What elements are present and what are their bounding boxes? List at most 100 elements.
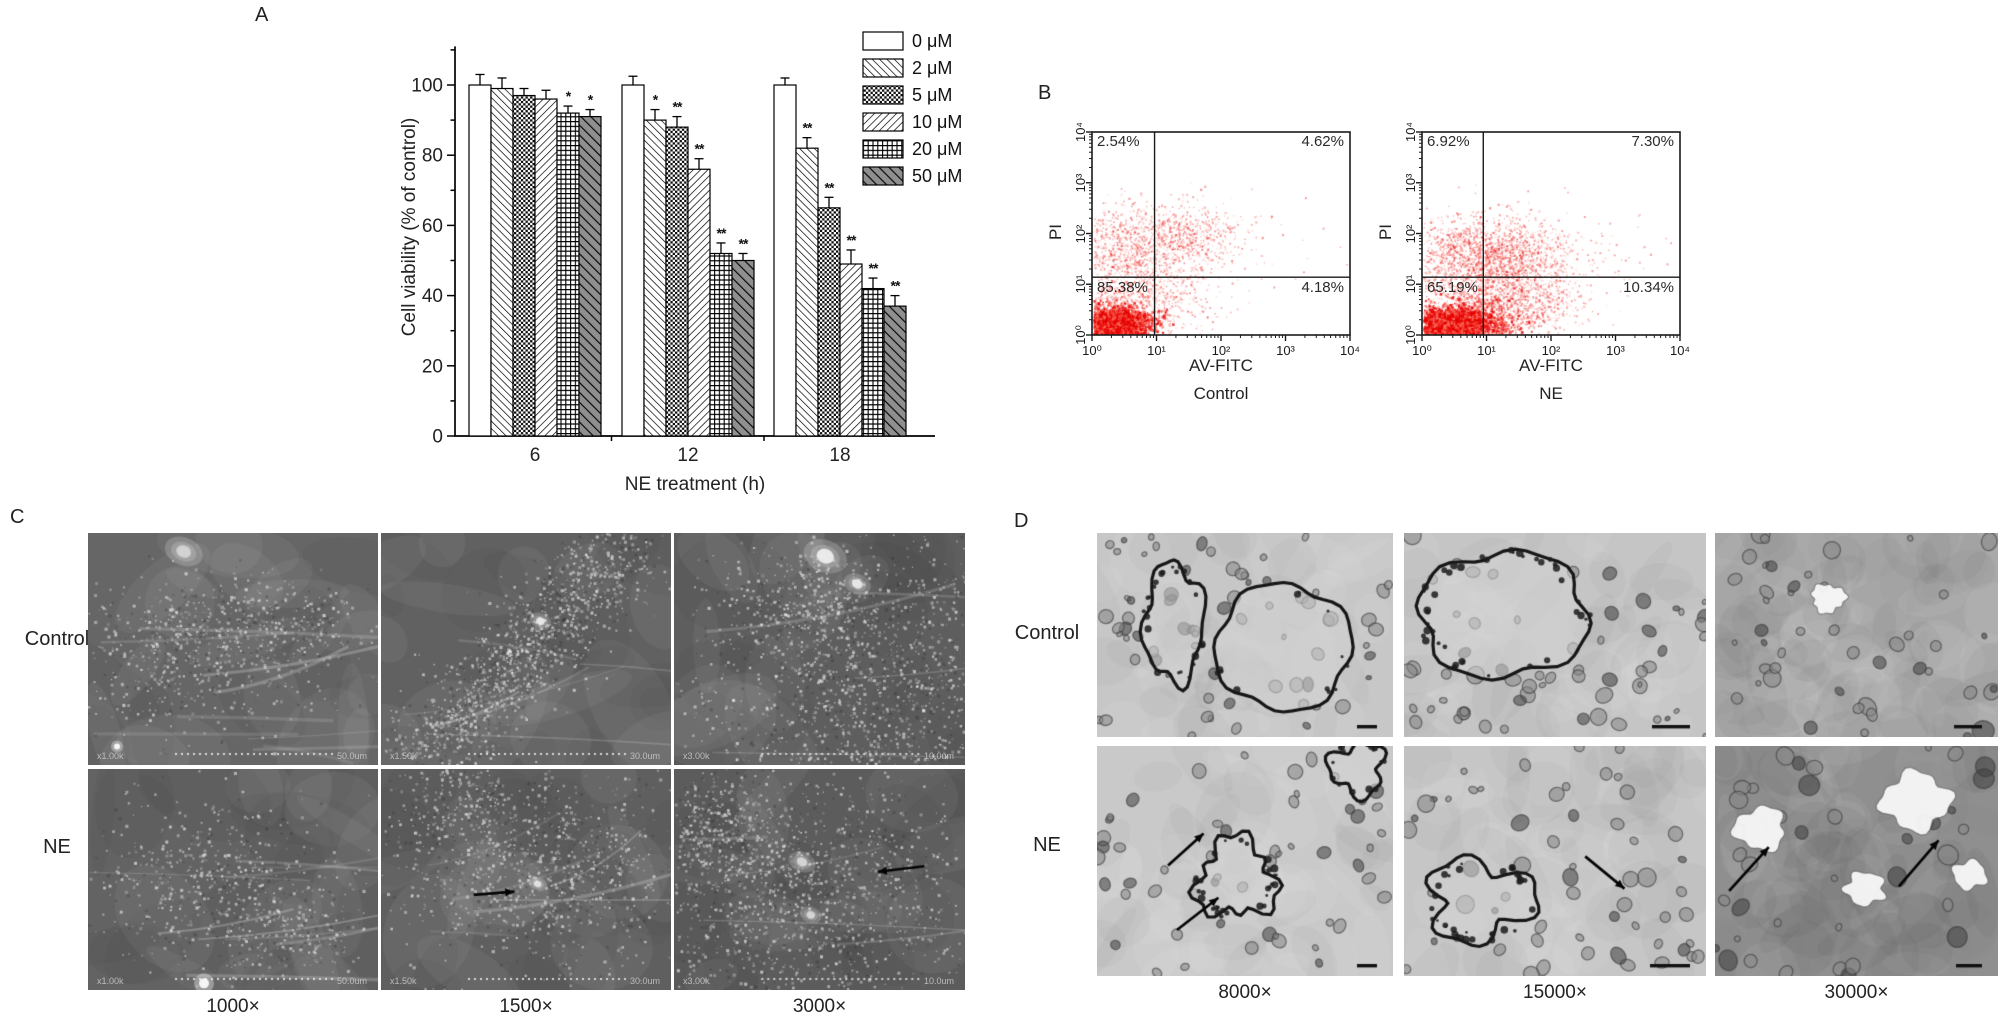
legend-label: 5 μM <box>912 85 952 105</box>
flow-x-axis-label: AV-FITC <box>1189 356 1253 375</box>
significance-mark: ** <box>891 278 901 294</box>
sem-overlay-scale: 50.0um <box>336 976 367 986</box>
significance-mark: ** <box>847 232 857 248</box>
flow-x-tick-label: 10⁴ <box>1669 343 1691 358</box>
x-tick-label: 18 <box>829 445 850 466</box>
bar-0μM-18h <box>773 84 797 437</box>
chart-y-axis-label: Cell viability (% of control) <box>399 117 420 337</box>
legend-label: 2 μM <box>912 58 952 78</box>
y-tick-label: 100 <box>411 76 443 97</box>
legend-label: 0 μM <box>912 31 952 51</box>
bar-5μM-12h <box>665 126 689 437</box>
tem-control-30000x-canvas <box>1715 533 1998 737</box>
tem-ne-15000x <box>1404 746 1706 976</box>
bar-2μM-12h <box>643 119 667 437</box>
sem-overlay-scale: 30.0um <box>629 976 660 986</box>
panel-c-label: C <box>10 506 25 528</box>
bar-10μM-12h <box>687 168 711 437</box>
bar-20μM-6h <box>556 112 580 437</box>
quadrant-ul-percent: 6.92% <box>1427 133 1470 150</box>
significance-mark: ** <box>695 141 705 157</box>
sem-control-1500x: x1.50k 30.0um <box>381 533 671 765</box>
sem-ne-1500x-canvas <box>381 769 671 990</box>
flow-x-tick-label: 10⁴ <box>1339 343 1361 358</box>
quadrant-lr-percent: 10.34% <box>1623 279 1674 296</box>
tem-control-15000x-canvas <box>1404 533 1706 737</box>
sem-row-label-control: Control <box>24 628 90 650</box>
sem-overlay-scale: 50.0um <box>336 751 367 761</box>
flow-y-tick-label: 10⁴ <box>1073 121 1088 143</box>
bar-20μM-12h <box>709 252 733 437</box>
sem-ne-3000x: x3.00k 10.0um <box>674 769 965 990</box>
tem-ne-30000x-canvas <box>1715 746 1998 976</box>
y-tick-label: 80 <box>422 146 443 167</box>
significance-mark: * <box>566 88 572 104</box>
flow-x-axis-label: AV-FITC <box>1519 356 1583 375</box>
tem-control-15000x <box>1404 533 1706 737</box>
viability-bar-chart: 0 μM 2 μM 5 μM 10 μM 20 μM 50 μM 0204060… <box>411 31 962 466</box>
tem-ne-15000x-canvas <box>1404 746 1706 976</box>
bar-0μM-6h <box>468 84 492 437</box>
tem-mag-label-30000x: 30000× <box>1824 982 1889 1003</box>
sem-overlay-magnification: x3.00k <box>683 976 710 986</box>
flow-y-tick-label: 10⁰ <box>1403 325 1418 345</box>
sem-control-1000x-canvas <box>88 533 378 765</box>
legend-swatch <box>862 58 904 78</box>
significance-mark: ** <box>673 99 683 115</box>
significance-mark: ** <box>739 235 749 251</box>
significance-mark: ** <box>825 179 835 195</box>
bar-5μM-6h <box>512 94 536 437</box>
flow-y-tick-label: 10¹ <box>1073 274 1088 294</box>
quadrant-ur-percent: 7.30% <box>1631 133 1674 150</box>
quadrant-ur-percent: 4.62% <box>1301 133 1344 150</box>
flow-scatter-canvas <box>1092 132 1350 335</box>
y-tick-label: 60 <box>422 216 443 237</box>
bar-2μM-18h <box>795 147 819 437</box>
flow-plot-ne: 6.92% 7.30% 65.19% 10.34% 10⁰ 10¹ 10² 10³ 10… <box>1403 122 1690 358</box>
bar-50μM-12h <box>731 259 755 437</box>
sem-ne-1500x: x1.50k 30.0um <box>381 769 671 990</box>
flow-x-tick-label: 10⁰ <box>1412 343 1432 358</box>
y-tick-label: 20 <box>422 356 443 377</box>
flow-caption-ne: NE <box>1539 384 1563 403</box>
sem-overlay-scale: 30.0um <box>629 751 660 761</box>
flow-x-tick-label: 10¹ <box>1477 343 1496 358</box>
flow-x-tick-label: 10² <box>1541 343 1561 358</box>
panel-a-label: A <box>255 4 269 26</box>
sem-overlay-magnification: x1.00k <box>97 976 124 986</box>
flow-y-tick-label: 10³ <box>1073 173 1088 193</box>
sem-ne-1000x: x1.00k 50.0um <box>88 769 378 990</box>
legend-label: 10 μM <box>912 112 962 132</box>
tem-ne-30000x <box>1715 746 1998 976</box>
sem-overlay-magnification: x1.00k <box>97 751 124 761</box>
quadrant-lr-percent: 4.18% <box>1301 279 1344 296</box>
sem-overlay-scale: 10.0um <box>923 976 954 986</box>
y-tick-label: 0 <box>432 427 443 448</box>
tem-ne-8000x <box>1097 746 1393 976</box>
quadrant-ll-percent: 85.38% <box>1097 279 1148 296</box>
panel-b-label: B <box>1038 82 1052 104</box>
legend-swatch <box>862 112 904 132</box>
flow-x-tick-label: 10³ <box>1606 343 1625 358</box>
tem-ne-8000x-canvas <box>1097 746 1393 976</box>
sem-control-1000x: x1.00k 50.0um <box>88 533 378 765</box>
bar-10μM-6h <box>534 98 558 437</box>
sem-overlay-magnification: x1.50k <box>390 976 417 986</box>
significance-mark: ** <box>803 120 813 136</box>
bar-50μM-18h <box>883 305 907 437</box>
sem-mag-label-3000x: 3000× <box>792 996 847 1017</box>
flow-x-tick-label: 10³ <box>1276 343 1295 358</box>
sem-control-1500x-canvas <box>381 533 671 765</box>
sem-overlay-magnification: x3.00k <box>683 751 710 761</box>
tem-control-8000x <box>1097 533 1393 737</box>
flow-y-tick-label: 10² <box>1403 224 1418 243</box>
bar-10μM-18h <box>839 263 863 437</box>
quadrant-ll-percent: 65.19% <box>1427 279 1478 296</box>
tem-mag-label-8000x: 8000× <box>1218 982 1272 1003</box>
sem-control-3000x-canvas <box>674 533 965 765</box>
legend-swatch <box>862 31 904 51</box>
sem-ne-3000x-canvas <box>674 769 965 990</box>
tem-row-label-ne: NE <box>1033 834 1061 856</box>
sem-mag-label-1500x: 1500× <box>499 996 553 1017</box>
